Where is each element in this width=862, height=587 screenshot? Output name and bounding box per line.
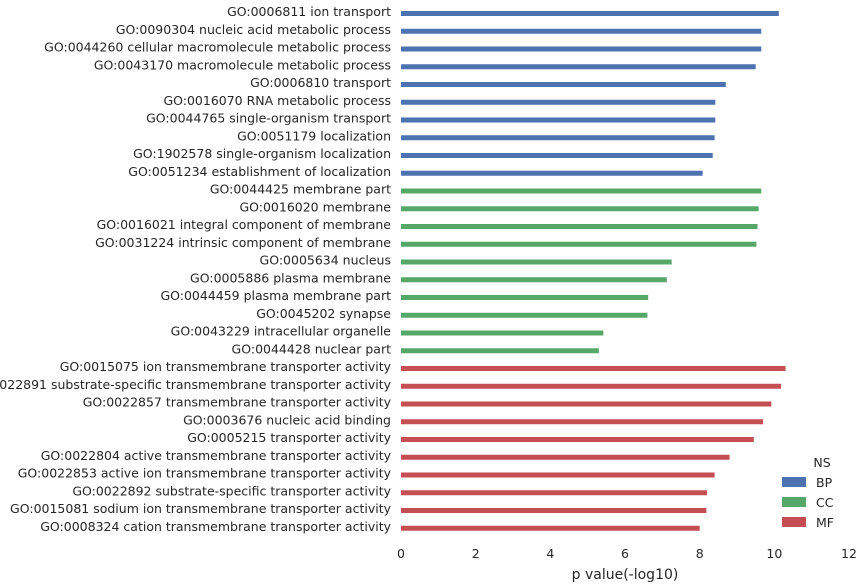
bar-mf (401, 490, 708, 496)
bar-mf (401, 437, 754, 442)
bar-mf (401, 419, 764, 425)
bars (401, 11, 786, 531)
legend-swatch-bp (782, 477, 806, 487)
bar-cc (401, 295, 649, 300)
y-tick-label: GO:0006811 ion transport (227, 4, 391, 19)
bar-bp (401, 28, 762, 34)
bar-cc (401, 206, 759, 212)
bar-mf (401, 508, 707, 513)
x-tick-label: 4 (546, 546, 554, 561)
y-tick-label: GO:0044428 nuclear part (232, 341, 392, 356)
y-tick-label: GO:0044459 plasma membrane part (160, 288, 391, 303)
bar-bp (401, 117, 716, 123)
bar-bp (401, 99, 716, 105)
bar-cc (401, 312, 648, 318)
y-tick-label: GO:0051234 establishment of localization (128, 164, 391, 179)
y-tick-label: GO:0016020 membrane (239, 199, 391, 214)
bar-mf (401, 472, 715, 478)
y-tick-label: GO:0015075 ion transmembrane transporter… (60, 359, 392, 374)
bar-mf (401, 383, 782, 389)
bar-bp (401, 11, 779, 16)
y-tick-label: GO:0022853 active ion transmembrane tran… (18, 466, 392, 481)
bar-cc (401, 330, 604, 336)
y-tick-label: GO:0044765 single-organism transport (146, 111, 391, 126)
bar-mf (401, 366, 786, 371)
x-axis-ticks: 0 2 4 6 8 10 12 (397, 546, 857, 561)
bar-cc (401, 277, 667, 283)
bar-bp (401, 170, 703, 176)
y-tick-label: GO:0005215 transporter activity (187, 430, 391, 445)
y-tick-label: GO:0022891 substrate-specific transmembr… (0, 377, 392, 392)
y-tick-label: GO:0090304 nucleic acid metabolic proces… (116, 22, 391, 37)
legend-label-cc: CC (816, 495, 834, 510)
x-tick-label: 10 (766, 546, 782, 561)
legend-swatch-mf (782, 517, 806, 527)
bar-bp (401, 135, 715, 141)
legend-label-bp: BP (816, 475, 833, 490)
y-tick-label: GO:0043170 macromolecule metabolic proce… (94, 57, 391, 72)
x-tick-label: 0 (397, 546, 405, 561)
bar-cc (401, 348, 599, 354)
y-tick-label: GO:0006810 transport (250, 75, 391, 90)
bar-bp (401, 46, 762, 52)
legend: NS BP CC MF (782, 455, 834, 530)
y-tick-label: GO:0022892 substrate-specific transporte… (72, 483, 391, 498)
bar-bp (401, 64, 756, 70)
bar-cc (401, 241, 757, 247)
bar-mf (401, 525, 700, 531)
y-tick-label: GO:1902578 single-organism localization (133, 146, 391, 161)
x-tick-label: 2 (472, 546, 480, 561)
y-tick-label: GO:0016021 integral component of membran… (97, 217, 392, 232)
legend-title: NS (813, 455, 830, 470)
y-tick-label: GO:0044260 cellular macromolecule metabo… (44, 40, 391, 55)
x-axis-label: p value(-log10) (572, 567, 679, 583)
y-tick-label: GO:0051179 localization (237, 128, 391, 143)
bar-cc (401, 224, 758, 229)
x-tick-label: 12 (841, 546, 857, 561)
y-tick-label: GO:0022804 active transmembrane transpor… (41, 448, 392, 463)
y-tick-label: GO:0005634 nucleus (260, 253, 391, 268)
legend-swatch-cc (782, 497, 806, 507)
y-tick-label: GO:0005886 plasma membrane (190, 270, 391, 285)
bar-bp (401, 153, 713, 158)
x-tick-label: 8 (696, 546, 704, 561)
y-tick-label: GO:0003676 nucleic acid binding (183, 412, 391, 427)
bar-mf (401, 454, 730, 460)
y-tick-label: GO:0022857 transmembrane transporter act… (83, 395, 392, 410)
y-tick-label: GO:0031224 intrinsic component of membra… (95, 235, 391, 250)
y-tick-label: GO:0045202 synapse (256, 306, 391, 321)
y-tick-label: GO:0044425 membrane part (210, 182, 391, 197)
y-tick-label: GO:0016070 RNA metabolic process (163, 93, 391, 108)
x-tick-label: 6 (621, 546, 629, 561)
y-tick-label: GO:0043229 intracellular organelle (171, 324, 392, 339)
y-axis-labels: GO:0006811 ion transport GO:0090304 nucle… (0, 4, 392, 534)
legend-label-mf: MF (816, 515, 834, 530)
bar-bp (401, 82, 726, 87)
y-tick-label: GO:0015081 sodium ion transmembrane tran… (10, 501, 392, 516)
bar-mf (401, 401, 772, 407)
y-tick-label: GO:0008324 cation transmembrane transpor… (40, 519, 391, 534)
bar-cc (401, 259, 672, 265)
bar-cc (401, 188, 762, 194)
